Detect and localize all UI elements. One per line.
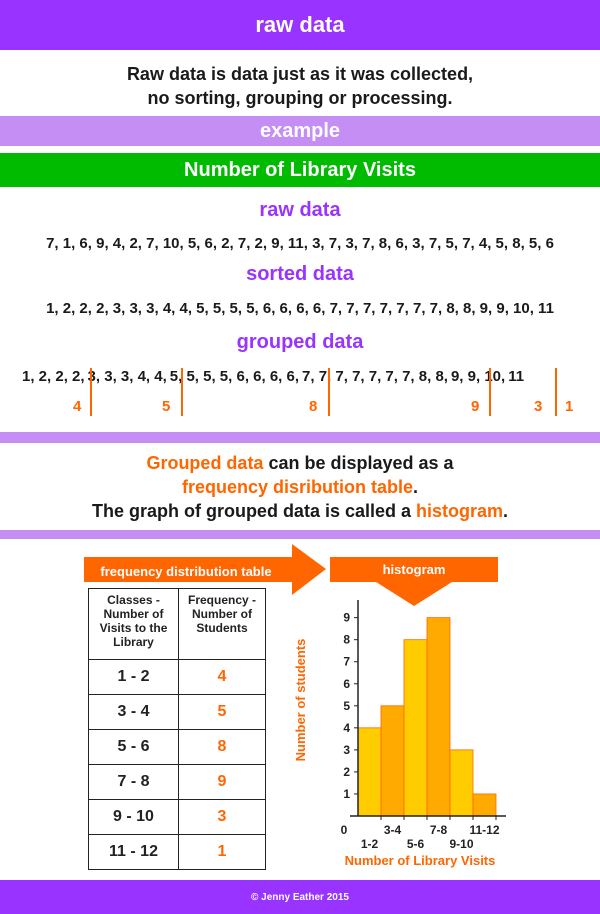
histogram-bar-11-12 <box>472 793 497 817</box>
group-count: 1 <box>565 398 574 415</box>
y-tick-label: 7 <box>343 655 350 669</box>
x-axis-label: Number of Library Visits <box>345 853 496 868</box>
y-tick-label: 5 <box>343 699 350 713</box>
group-segment: 3, 3, 3, 4, 4, <box>87 368 167 385</box>
group-divider <box>489 368 491 416</box>
group-divider <box>328 368 330 416</box>
y-tick-label: 6 <box>343 677 350 691</box>
explanation-text-part: . <box>413 477 419 497</box>
explanation-text-part: can be displayed as a <box>263 453 454 473</box>
frequency-cell: 4 <box>178 659 266 695</box>
class-cell: 5 - 6 <box>88 729 179 765</box>
frequency-cell: 3 <box>178 799 266 835</box>
grouped-data-values: 1, 2, 2, 2, 3, 3, 3, 4, 4, 5, 5, 5, 5, 6, … <box>22 368 524 385</box>
table-row: 9 - 10 3 <box>88 799 266 835</box>
group-divider <box>181 368 183 416</box>
raw-data-values: 7, 1, 6, 9, 4, 2, 7, 10, 5, 6, 2, 7, 2, … <box>46 235 554 252</box>
y-tick-label: 9 <box>343 611 350 625</box>
arrow-banners: frequency distribution table histogram <box>84 544 498 606</box>
group-count: 9 <box>471 398 480 415</box>
group-segment: 7, 7, 7, 7, 7, 7, 7, 8, 8, <box>302 368 448 385</box>
histogram-bar-3-4 <box>380 705 405 817</box>
sorted-data-heading: sorted data <box>246 263 354 285</box>
sorted-data-values: 1, 2, 2, 2, 3, 3, 3, 4, 4, 5, 5, 5, 5, 6… <box>46 300 554 317</box>
y-tick-label: 2 <box>343 765 350 779</box>
frequency-distribution-table: Classes - Number of Visits to the Librar… <box>88 588 266 870</box>
histogram-bar-5-6 <box>403 639 428 817</box>
y-tick-label: 1 <box>343 787 350 801</box>
class-cell: 3 - 4 <box>88 694 179 730</box>
raw-data-heading: raw data <box>259 199 341 221</box>
group-count: 3 <box>534 398 543 415</box>
group-count: 5 <box>162 398 171 415</box>
table-row: 11 - 12 1 <box>88 834 266 870</box>
group-divider <box>90 368 92 416</box>
section-divider <box>0 530 600 539</box>
group-count: 8 <box>309 398 318 415</box>
example-label: example <box>259 119 341 142</box>
x-tick-label: 9-10 <box>449 837 473 851</box>
frequency-cell: 5 <box>178 694 266 730</box>
histogram-bar-7-8 <box>426 617 451 817</box>
title-band: Number of Library Visits <box>0 153 600 187</box>
table-header-row: Classes - Number of Visits to the Librar… <box>88 588 266 660</box>
class-cell: 9 - 10 <box>88 799 179 835</box>
footer: © Jenny Eather 2015 <box>0 880 600 914</box>
y-axis-label: Number of students <box>293 639 308 762</box>
explanation-text-part: The graph of grouped data is called a <box>91 501 417 521</box>
grouped-data-heading: grouped data <box>236 331 364 353</box>
table-header-classes: Classes - Number of Visits to the Librar… <box>88 588 179 660</box>
origin-label: 0 <box>341 823 348 837</box>
explanation-highlight: Grouped data <box>146 453 264 473</box>
histogram-bar-1-2 <box>357 727 382 817</box>
y-tick-label: 8 <box>343 633 350 647</box>
page-title: raw data <box>255 12 345 37</box>
frequency-cell: 8 <box>178 729 266 765</box>
histogram-bar-9-10 <box>449 749 474 817</box>
group-segment: 11 <box>508 368 525 385</box>
example-title: Number of Library Visits <box>184 158 416 181</box>
frequency-cell: 9 <box>178 764 266 800</box>
explanation-highlight: histogram <box>416 501 504 521</box>
table-header-frequency: Frequency - Number of Students <box>178 588 266 660</box>
explanation-highlight: frequency disribution table <box>181 477 413 497</box>
class-cell: 7 - 8 <box>88 764 179 800</box>
x-tick-label: 1-2 <box>361 837 379 851</box>
class-cell: 11 - 12 <box>88 834 179 870</box>
explanation-text-part: . <box>503 501 509 521</box>
table-arrow-label: frequency distribution table <box>100 564 271 579</box>
table-arrow-shape <box>84 544 326 595</box>
frequency-cell: 1 <box>178 834 266 870</box>
class-cell: 1 - 2 <box>88 659 179 695</box>
copyright-text: © Jenny Eather 2015 <box>251 891 349 903</box>
histogram-arrow-shape <box>330 557 498 606</box>
group-divider <box>555 368 557 416</box>
y-tick-label: 4 <box>343 721 350 735</box>
header-band: raw data <box>0 0 600 50</box>
definition-line-2: no sorting, grouping or processing. <box>147 88 453 108</box>
histogram-arrow-label: histogram <box>383 562 446 577</box>
definition-text: Raw data is data just as it was collecte… <box>0 62 600 110</box>
section-divider <box>0 432 600 443</box>
definition-line-1: Raw data is data just as it was collecte… <box>126 64 474 84</box>
y-tick-label: 3 <box>343 743 350 757</box>
group-segment: 5, 5, 5, 5, 6, 6, 6, 6, <box>169 368 300 385</box>
group-segment: 1, 2, 2, 2, <box>22 368 85 385</box>
x-tick-label: 11-12 <box>469 823 499 837</box>
x-tick-label: 5-6 <box>407 837 425 851</box>
group-segment: 9, 9, 10, <box>450 368 506 385</box>
x-tick-label: 3-4 <box>384 823 402 837</box>
group-count: 4 <box>73 398 82 415</box>
x-tick-label: 7-8 <box>430 823 448 837</box>
example-band: example <box>0 116 600 146</box>
explanation-text: Grouped data can be displayed as a frequ… <box>0 451 600 523</box>
